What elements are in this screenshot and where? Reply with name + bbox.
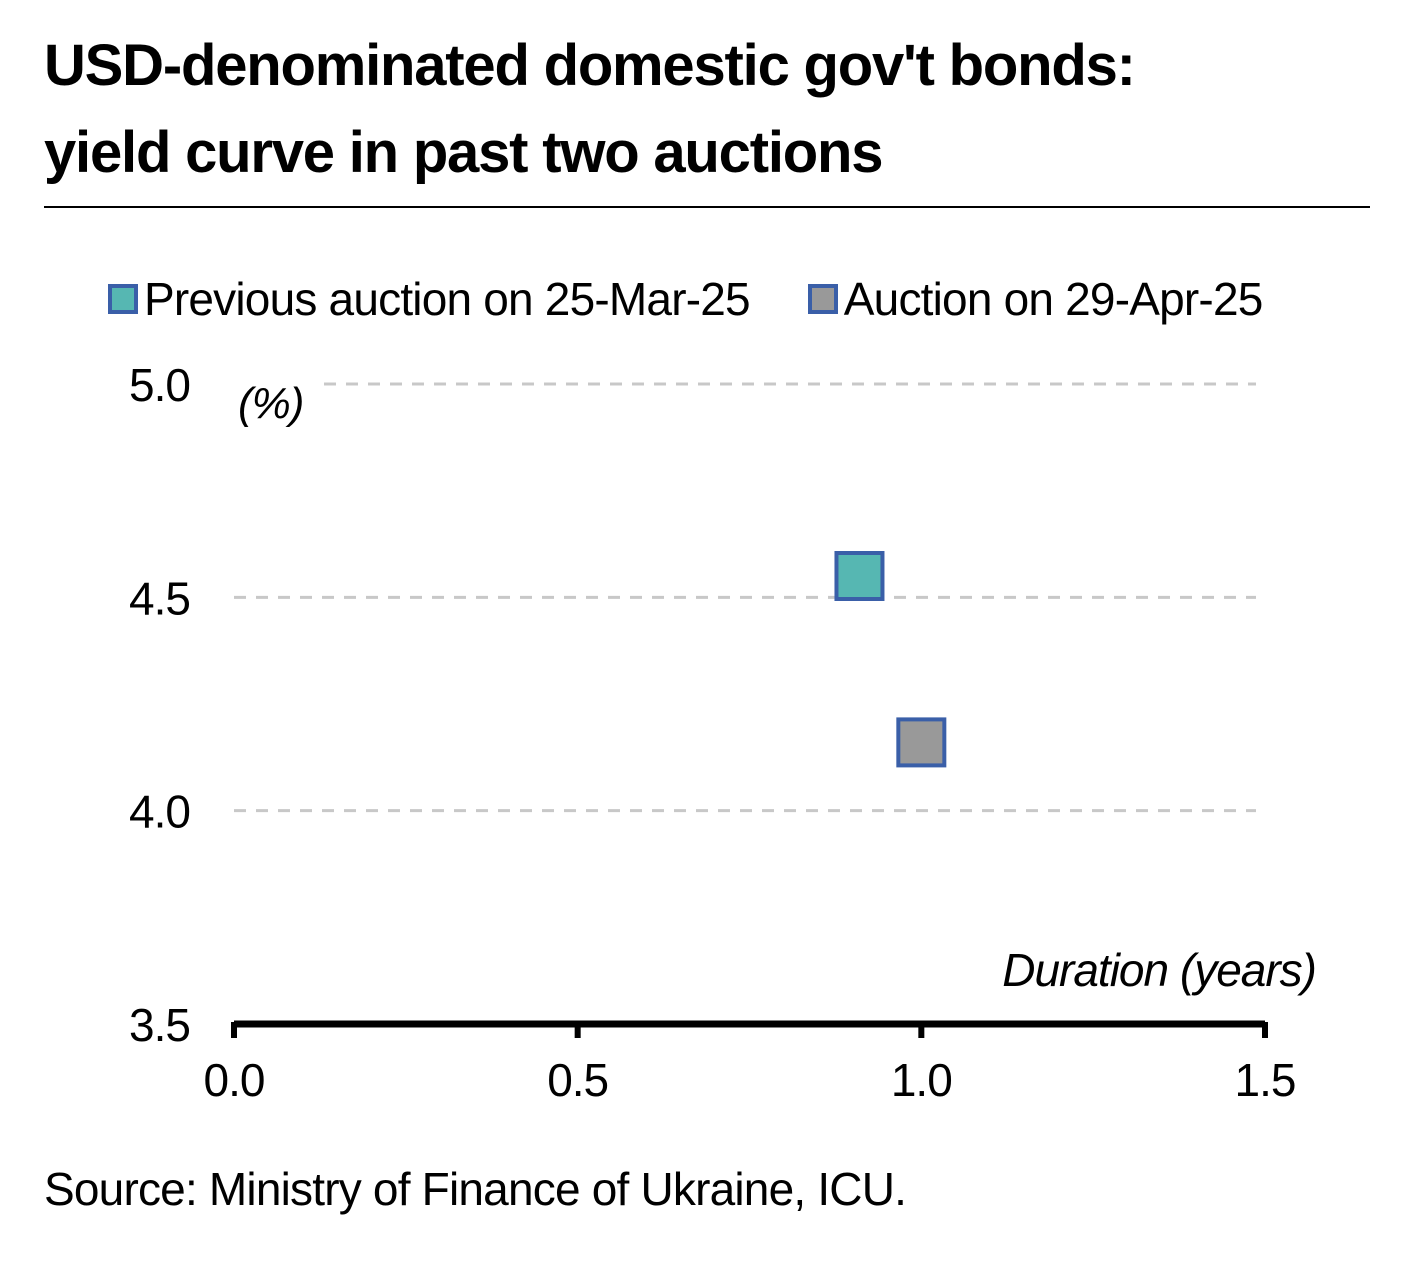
legend-item-previous-auction: Previous auction on 25-Mar-25: [108, 272, 751, 326]
chart-title-line-1: USD-denominated domestic gov't bonds:: [44, 33, 1136, 98]
gridlines: [234, 382, 1256, 813]
data-point-latest-auction: [896, 717, 947, 768]
legend-swatch-previous-auction: [108, 284, 138, 314]
y-tick-label: 4.5: [129, 572, 190, 624]
chart-legend: Previous auction on 25-Mar-25 Auction on…: [108, 270, 1321, 328]
source-note: Source: Ministry of Finance of Ukraine, …: [44, 1163, 907, 1215]
chart-title-line-2: yield curve in past two auctions: [44, 120, 883, 185]
y-axis-ticks: 3.5 4.0 4.5 5.0: [129, 359, 191, 1051]
x-tick-label: 1.0: [891, 1054, 952, 1106]
legend-label-latest-auction: Auction on 29-Apr-25: [843, 273, 1264, 325]
data-point-previous-auction: [834, 551, 885, 601]
x-tick-label: 1.5: [1235, 1054, 1296, 1106]
y-axis-label: (%): [238, 379, 303, 428]
legend-item-latest-auction: Auction on 29-Apr-25: [807, 272, 1264, 326]
x-tick-label: 0.5: [547, 1054, 608, 1106]
x-tick-label: 0.0: [204, 1054, 265, 1106]
x-axis-ticks: 0.0 0.5 1.0 1.5: [204, 1022, 1296, 1106]
title-divider: [44, 206, 1370, 208]
y-tick-label: 5.0: [129, 359, 190, 411]
x-axis-label: Duration (years): [1002, 944, 1316, 996]
data-points: [834, 551, 947, 768]
legend-label-previous-auction: Previous auction on 25-Mar-25: [144, 273, 751, 325]
y-tick-label: 3.5: [129, 999, 190, 1051]
y-tick-label: 4.0: [129, 786, 190, 838]
chart-title: USD-denominated domestic gov't bonds: yi…: [44, 22, 1364, 196]
legend-swatch-latest-auction: [807, 284, 838, 314]
